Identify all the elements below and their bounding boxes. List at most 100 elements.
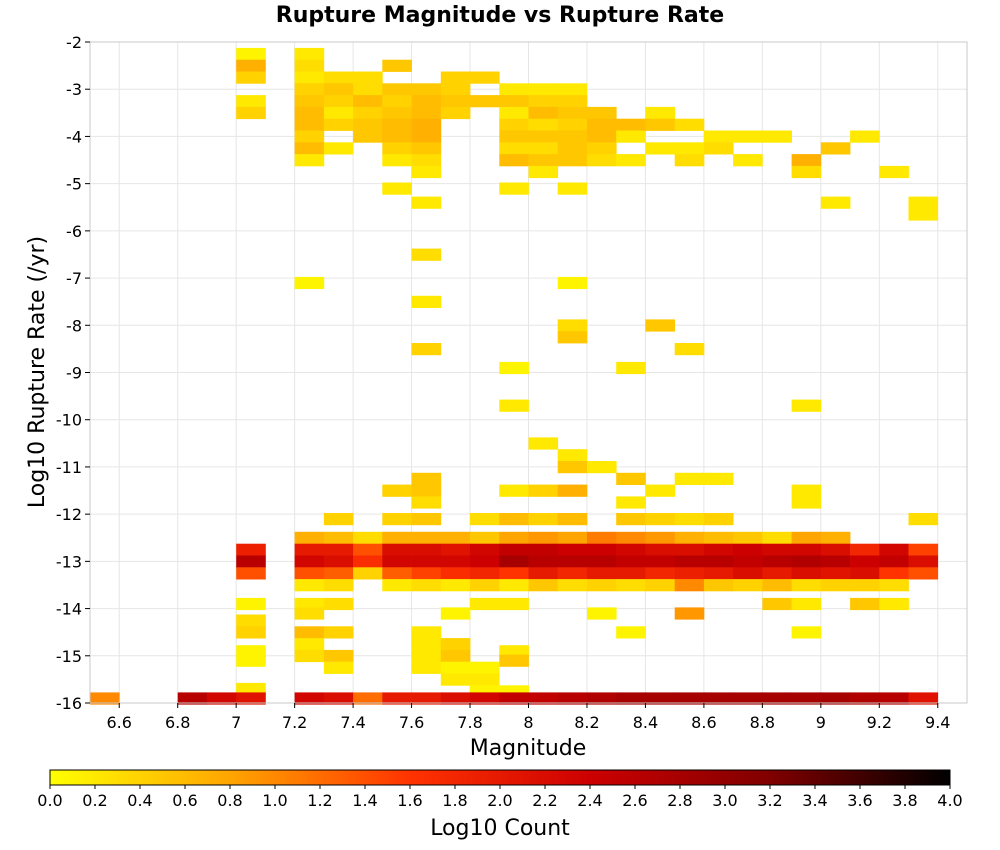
heatmap-cell — [674, 579, 705, 592]
heatmap-cell — [382, 484, 412, 497]
heatmap-cell — [499, 154, 529, 167]
heatmap-cell — [382, 142, 412, 155]
y-tick-label: -16 — [56, 694, 82, 713]
heatmap-cell — [411, 95, 442, 108]
heatmap-cell — [294, 154, 325, 167]
heatmap-cell — [411, 118, 442, 131]
heatmap-cell — [411, 130, 442, 143]
heatmap-cell — [470, 661, 500, 674]
x-tick-label: 9.4 — [925, 713, 950, 732]
heatmap-cell — [733, 555, 763, 568]
heatmap-cell — [733, 579, 763, 592]
heatmap-cell — [470, 513, 500, 526]
heatmap-cell — [616, 626, 646, 639]
heatmap-cell — [528, 118, 559, 131]
heatmap-cell — [528, 106, 559, 120]
heatmap-cell — [587, 154, 617, 167]
colorbar-tick-label: 1.2 — [307, 791, 332, 810]
heatmap-cell — [353, 130, 383, 143]
heatmap-cell — [294, 71, 325, 84]
heatmap-cell — [557, 484, 588, 497]
heatmap-cell — [528, 165, 559, 179]
heatmap-cell — [470, 555, 500, 568]
heatmap-cell — [908, 196, 939, 209]
heatmap-cell — [236, 106, 266, 120]
colorbar-tick-label: 0.0 — [37, 791, 62, 810]
x-tick-label: 7.6 — [399, 713, 424, 732]
colorbar-tick-label: 3.0 — [712, 791, 737, 810]
heatmap-cell — [440, 531, 471, 544]
colorbar — [49, 769, 951, 786]
heatmap-cell — [820, 567, 851, 580]
x-tick-label: 7.2 — [282, 713, 307, 732]
heatmap-cell — [557, 83, 588, 96]
x-tick-label: 6.8 — [165, 713, 190, 732]
heatmap-cell — [557, 331, 588, 344]
heatmap-cell — [440, 638, 471, 651]
heatmap-cell — [791, 692, 822, 705]
y-tick-label: -4 — [66, 127, 82, 146]
heatmap-cell — [820, 543, 851, 556]
heatmap-cell — [499, 555, 529, 568]
heatmap-cell — [323, 555, 354, 568]
heatmap-cell — [382, 182, 412, 195]
heatmap-cells — [90, 47, 939, 705]
heatmap-cell — [616, 154, 646, 167]
heatmap-cell — [323, 567, 354, 580]
heatmap-cell — [791, 555, 822, 568]
heatmap-cell — [353, 567, 383, 580]
heatmap-cell — [294, 118, 325, 131]
heatmap-cell — [323, 118, 354, 131]
heatmap-cell — [791, 626, 822, 639]
heatmap-cell — [908, 513, 939, 526]
heatmap-cell — [616, 543, 646, 556]
heatmap-cell — [382, 130, 412, 143]
heatmap-cell — [236, 626, 266, 639]
heatmap-cell — [616, 472, 646, 485]
heatmap-cell — [499, 130, 529, 143]
heatmap-cell — [236, 692, 266, 705]
heatmap-cell — [674, 154, 705, 167]
colorbar-tick-label: 1.4 — [352, 791, 377, 810]
y-tick-label: -2 — [66, 33, 82, 52]
heatmap-cell — [499, 654, 529, 667]
heatmap-cell — [528, 531, 559, 544]
heatmap-cell — [587, 531, 617, 544]
heatmap-cell — [557, 142, 588, 155]
heatmap-cell — [440, 692, 471, 705]
heatmap-cell — [557, 579, 588, 592]
colorbar-tick-label: 1.8 — [442, 791, 467, 810]
colorbar-tick-label: 0.2 — [82, 791, 107, 810]
heatmap-cell — [587, 567, 617, 580]
heatmap-cell — [557, 182, 588, 195]
heatmap-cell — [791, 484, 822, 497]
heatmap-cell — [499, 399, 529, 412]
colorbar-tick-label: 2.8 — [667, 791, 692, 810]
heatmap-cell — [382, 567, 412, 580]
x-axis-ticks: 6.6 6.8 7 7.2 7.4 7.6 7.8 8 8.2 8.4 8.6 8.8 9 9.2 9.4 — [107, 703, 950, 732]
heatmap-cell — [499, 531, 529, 544]
heatmap-cell — [791, 399, 822, 412]
heatmap-cell — [674, 555, 705, 568]
heatmap-cell — [850, 692, 880, 705]
heatmap-cell — [440, 649, 471, 663]
heatmap-cell — [645, 579, 675, 592]
heatmap-cell — [791, 165, 822, 179]
heatmap-cell — [382, 118, 412, 131]
x-axis-title: Magnitude — [470, 736, 587, 761]
heatmap-cell — [616, 118, 646, 131]
heatmap-cell — [850, 567, 880, 580]
heatmap-cell — [616, 513, 646, 526]
heatmap-cell — [674, 567, 705, 580]
heatmap-cell — [674, 118, 705, 131]
colorbar-tick-label: 3.2 — [757, 791, 782, 810]
heatmap-cell — [820, 692, 851, 705]
heatmap-cell — [557, 543, 588, 556]
heatmap-cell — [411, 649, 442, 663]
heatmap-cell — [236, 567, 266, 580]
x-tick-label: 8.6 — [691, 713, 716, 732]
heatmap-cell — [557, 531, 588, 544]
heatmap-cell — [645, 484, 675, 497]
y-tick-label: -13 — [56, 552, 82, 571]
heatmap-cell — [411, 484, 442, 497]
